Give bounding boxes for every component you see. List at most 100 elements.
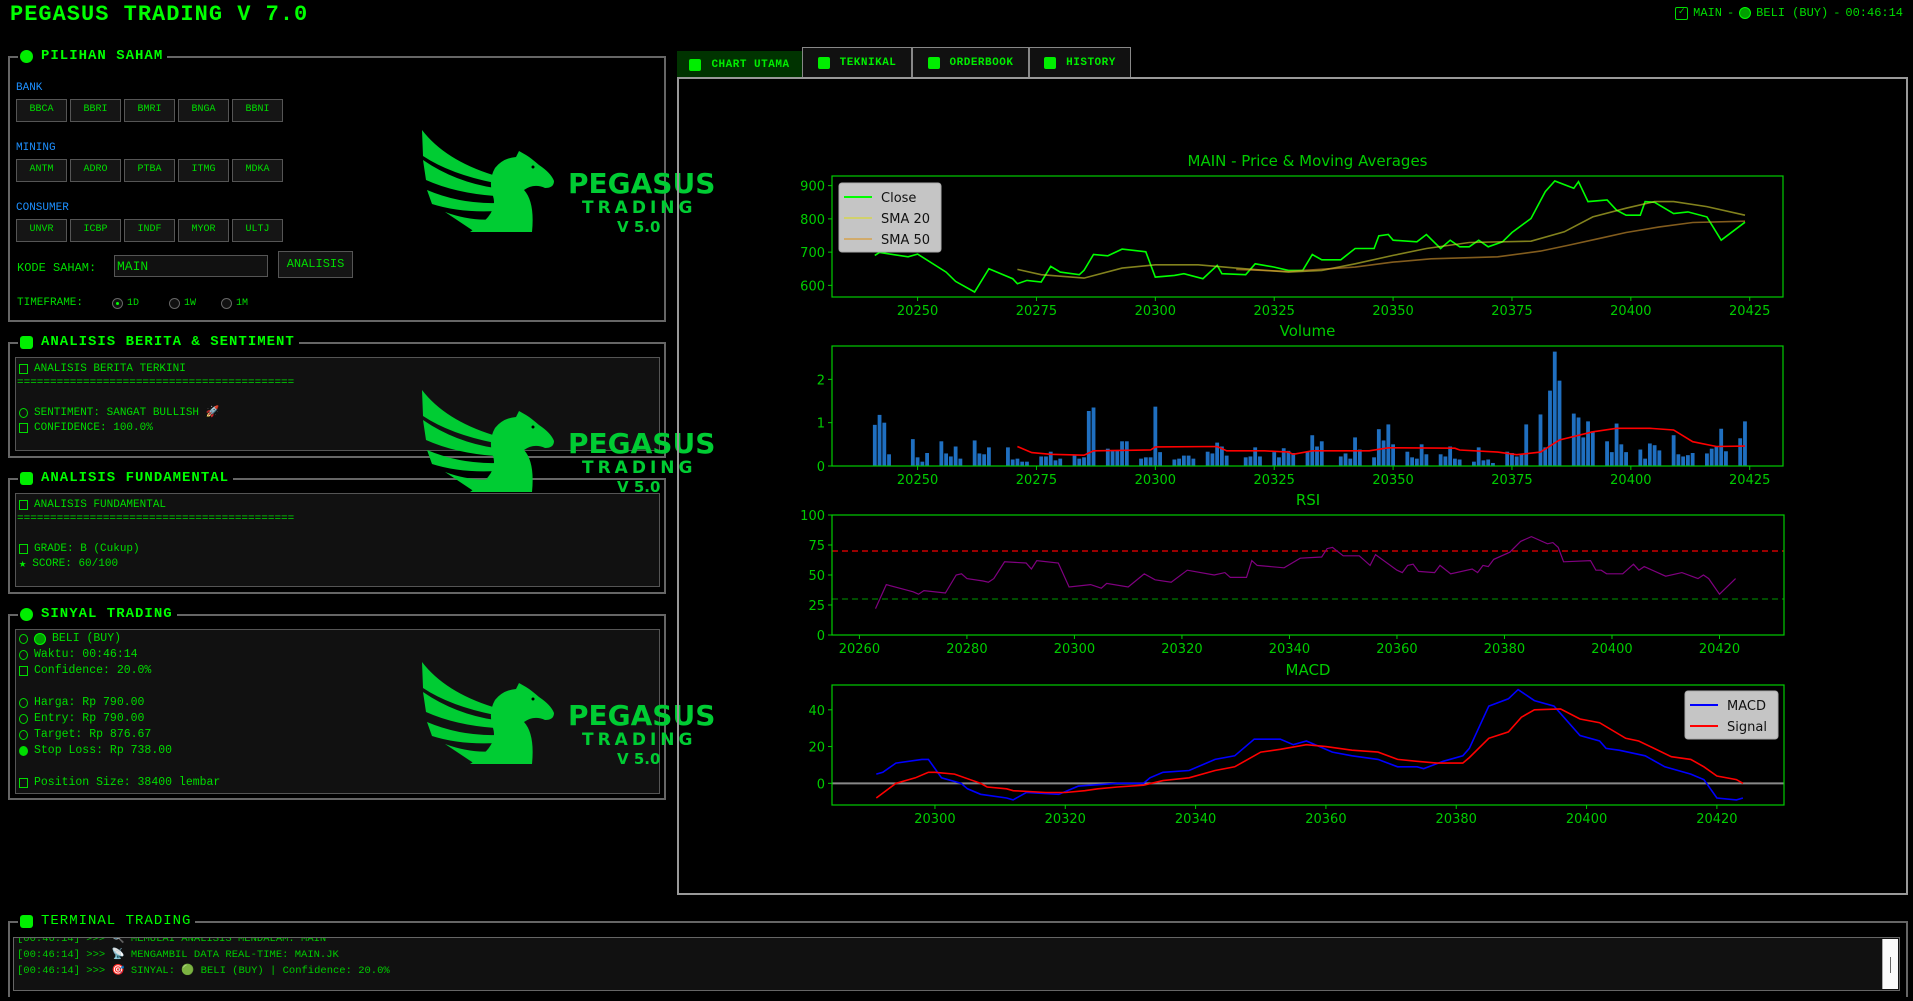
- volume-bar: [920, 461, 925, 466]
- chart-title: Volume: [1280, 322, 1336, 340]
- x-tick-label: 20350: [1372, 304, 1413, 319]
- stock-button-mdka[interactable]: MDKA: [232, 159, 283, 182]
- volume-bar: [877, 414, 882, 466]
- volume-bar: [1319, 441, 1324, 466]
- kode-saham-input[interactable]: [114, 255, 268, 277]
- volume-bar: [872, 424, 877, 466]
- newspaper-icon: [20, 335, 33, 349]
- stock-button-bmri[interactable]: BMRI: [124, 99, 175, 122]
- green-circle-icon: [34, 633, 46, 645]
- x-tick-label: 20260: [839, 642, 880, 657]
- y-tick-label: 0: [817, 777, 825, 792]
- y-tick-label: 0: [817, 460, 825, 475]
- stock-button-bbca[interactable]: BBCA: [16, 99, 67, 122]
- volume-bar: [1609, 452, 1614, 466]
- target-icon: [19, 730, 28, 740]
- x-tick-label: 20375: [1491, 473, 1532, 488]
- legend-label: MACD: [1727, 699, 1766, 714]
- pegasus-logo: PEGASUS TRADING V 5.0: [415, 380, 715, 500]
- volume-bar: [1305, 451, 1310, 466]
- x-tick-label: 20250: [897, 473, 938, 488]
- stock-button-bbri[interactable]: BBRI: [70, 99, 121, 122]
- pegasus-logo: PEGASUS TRADING V 5.0: [415, 120, 715, 240]
- volume-bar: [1505, 451, 1510, 466]
- analisis-button[interactable]: ANALISIS: [278, 251, 353, 278]
- legend-label: SMA 20: [881, 212, 930, 227]
- timeframe-radio-1m[interactable]: [221, 298, 232, 309]
- volume-bar: [1343, 453, 1348, 466]
- terminal-output[interactable]: [00:46:14] >>> 🔍 MEMULAI ANALISIS MENDAL…: [13, 937, 1900, 991]
- volume-bar: [977, 453, 982, 466]
- stock-button-adro[interactable]: ADRO: [70, 159, 121, 182]
- volume-bar: [1177, 458, 1182, 466]
- volume-bar: [1624, 452, 1628, 466]
- stock-button-myor[interactable]: MYOR: [178, 219, 229, 242]
- stock-button-itmg[interactable]: ITMG: [178, 159, 229, 182]
- stock-button-unvr[interactable]: UNVR: [16, 219, 67, 242]
- rule: ========================================…: [17, 513, 295, 525]
- stock-button-indf[interactable]: INDF: [124, 219, 175, 242]
- tab-history[interactable]: HISTORY: [1029, 47, 1131, 77]
- volume-bar: [1015, 458, 1020, 466]
- volume-bar: [915, 457, 920, 466]
- volume-bar: [1025, 461, 1029, 466]
- volume-bar: [1148, 457, 1153, 466]
- tab-icon: [817, 56, 830, 69]
- volume-bar: [1020, 461, 1025, 466]
- stock-button-ultj[interactable]: ULTJ: [232, 219, 283, 242]
- stop-icon: [19, 746, 28, 756]
- volume-bar: [1077, 458, 1082, 466]
- x-tick-label: 20250: [897, 304, 938, 319]
- panel-title: PILIHAN SAHAM: [18, 48, 168, 64]
- stock-button-icbp[interactable]: ICBP: [70, 219, 121, 242]
- tab-teknikal[interactable]: TEKNIKAL: [802, 47, 912, 77]
- stock-button-antm[interactable]: ANTM: [16, 159, 67, 182]
- fundamental-text-area[interactable]: ANALISIS FUNDAMENTAL ===================…: [15, 493, 660, 587]
- bar-chart-icon: [19, 666, 28, 676]
- tab-label: CHART UTAMA: [711, 59, 790, 71]
- volume-bar: [982, 454, 987, 466]
- panel-title-text: ANALISIS FUNDAMENTAL: [41, 470, 230, 486]
- panel-title: SINYAL TRADING: [18, 606, 177, 622]
- fundamental-header: ANALISIS FUNDAMENTAL: [34, 499, 167, 511]
- timeframe-radio-1w[interactable]: [169, 298, 180, 309]
- star-icon: ★: [19, 557, 27, 571]
- news-text-area[interactable]: ANALISIS BERITA TERKINI ================…: [15, 357, 660, 451]
- x-tick-label: 20320: [1045, 812, 1086, 827]
- logo-text: PEGASUS: [568, 699, 715, 732]
- volume-bar: [1581, 437, 1586, 466]
- volume-bar: [939, 441, 944, 466]
- tab-orderbook[interactable]: ORDERBOOK: [912, 47, 1029, 77]
- volume-bar: [1676, 454, 1681, 466]
- terminal-scrollbar[interactable]: [1882, 939, 1898, 989]
- volume-bar: [1253, 447, 1258, 466]
- panel-title: TERMINAL TRADING: [18, 913, 196, 929]
- volume-bar: [972, 440, 977, 466]
- volume-bar: [882, 422, 887, 466]
- x-tick-label: 20420: [1699, 642, 1740, 657]
- volume-bar: [1105, 448, 1110, 466]
- logo-text: PEGASUS: [568, 167, 715, 200]
- series-line-sma-20: [1017, 200, 1746, 279]
- stock-button-ptba[interactable]: PTBA: [124, 159, 175, 182]
- volume-bar: [1044, 456, 1048, 466]
- volume-bar: [1638, 449, 1643, 466]
- volume-bar: [1376, 429, 1381, 466]
- volume-bar: [1139, 458, 1143, 466]
- target-icon: [20, 49, 33, 63]
- terminal-line: [00:46:14] >>> 📡 MENGAMBIL DATA REAL-TIM…: [17, 949, 339, 961]
- volume-bar: [1186, 455, 1191, 466]
- volume-bar: [1248, 456, 1253, 466]
- series-line-sma-50: [1236, 220, 1746, 273]
- stock-button-bbni[interactable]: BBNI: [232, 99, 283, 122]
- logo-text: V 5.0: [617, 750, 660, 768]
- volume-bar: [1115, 449, 1120, 466]
- x-tick-label: 20320: [1161, 642, 1202, 657]
- timeframe-radio-1d[interactable]: [112, 298, 123, 309]
- chart-title: MAIN - Price & Moving Averages: [1188, 152, 1428, 170]
- tab-label: TEKNIKAL: [839, 56, 897, 69]
- logo-text: V 5.0: [617, 478, 660, 496]
- stock-button-bnga[interactable]: BNGA: [178, 99, 229, 122]
- tab-chart-utama[interactable]: CHART UTAMA: [677, 51, 802, 78]
- logo-text: TRADING: [582, 730, 696, 750]
